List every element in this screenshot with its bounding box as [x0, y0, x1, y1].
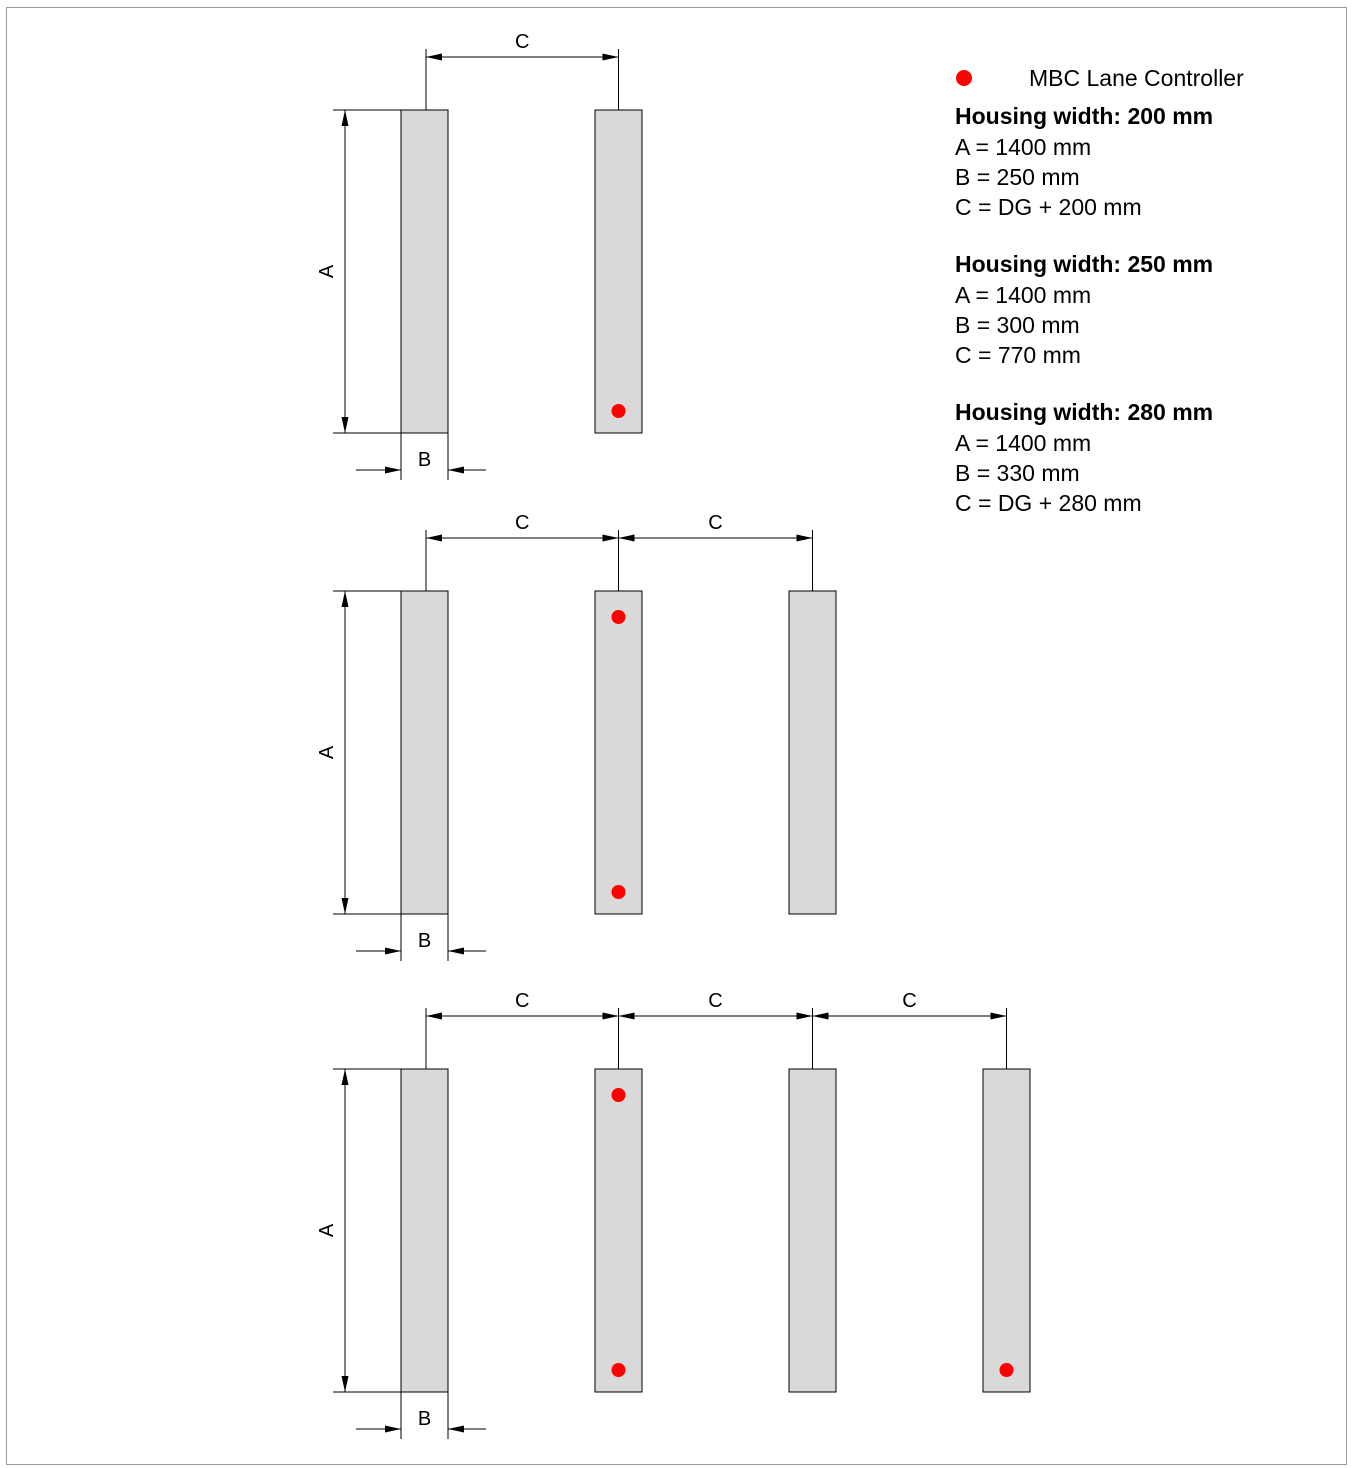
arrow-icon: [448, 466, 464, 474]
dimension-label-c: C: [708, 990, 722, 1012]
spec-block-200: Housing width: 200 mm A = 1400 mm B = 25…: [955, 100, 1335, 222]
dimension-label-a: A: [316, 264, 338, 278]
arrow-icon: [990, 1012, 1007, 1020]
housing: [400, 109, 449, 434]
housing: [594, 1068, 643, 1393]
arrow-icon: [448, 1425, 464, 1433]
arrow-icon: [602, 53, 619, 61]
lane-controller-dot: [611, 1088, 626, 1102]
spec-line-a: A = 1400 mm: [955, 430, 1092, 456]
spec-block-280: Housing width: 280 mm A = 1400 mm B = 33…: [955, 396, 1335, 518]
arrow-icon: [426, 1012, 442, 1020]
housing: [400, 590, 449, 915]
spec-line-b: B = 300 mm: [955, 312, 1080, 338]
housing: [788, 1068, 837, 1393]
spec-line-a: A = 1400 mm: [955, 134, 1092, 160]
spec-line-c: C = DG + 200 mm: [955, 194, 1142, 220]
spec-title: Housing width: 250 mm: [955, 251, 1214, 277]
housing: [594, 109, 643, 434]
arrow-icon: [448, 947, 464, 955]
arrow-icon: [796, 534, 813, 542]
arrow-icon: [602, 534, 619, 542]
housing: [788, 590, 837, 915]
spec-title: Housing width: 280 mm: [955, 399, 1214, 425]
arrow-icon: [385, 466, 401, 474]
lane-controller-dot: [611, 404, 626, 418]
arrow-icon: [341, 1376, 349, 1392]
arrow-icon: [796, 1012, 813, 1020]
diagram-frame: [6, 7, 1347, 1465]
housing: [594, 590, 643, 915]
arrow-icon: [426, 534, 442, 542]
lane-controller-dot: [611, 885, 626, 899]
dimension-label-a: A: [316, 1223, 338, 1237]
housing: [400, 1068, 449, 1393]
arrow-icon: [602, 1012, 619, 1020]
lane-controller-dot: [999, 1363, 1014, 1377]
spec-block-250: Housing width: 250 mm A = 1400 mm B = 30…: [955, 248, 1335, 370]
dimension-label-b: B: [418, 1408, 431, 1430]
arrow-icon: [341, 898, 349, 914]
spec-line-c: C = 770 mm: [955, 342, 1081, 368]
legend-entry: MBC Lane Controller: [955, 60, 1335, 100]
arrow-icon: [385, 947, 401, 955]
legend-label: MBC Lane Controller: [1029, 65, 1244, 91]
legend: MBC Lane Controller Housing width: 200 m…: [955, 60, 1335, 544]
spec-line-a: A = 1400 mm: [955, 282, 1092, 308]
housing: [982, 1068, 1031, 1393]
dimension-label-a: A: [316, 745, 338, 759]
red-dot-icon: [956, 70, 972, 86]
dimension-label-c: C: [902, 990, 916, 1012]
spec-title: Housing width: 200 mm: [955, 103, 1214, 129]
arrow-icon: [341, 417, 349, 433]
dimension-label-c: C: [708, 512, 722, 534]
arrow-icon: [341, 110, 349, 126]
spec-line-b: B = 250 mm: [955, 164, 1080, 190]
lane-controller-dot: [611, 610, 626, 624]
arrow-icon: [618, 1012, 635, 1020]
arrow-icon: [618, 534, 635, 542]
dimension-label-c: C: [515, 512, 529, 534]
spec-line-b: B = 330 mm: [955, 460, 1080, 486]
lane-controller-dot: [611, 1363, 626, 1377]
dimension-label-c: C: [515, 31, 529, 53]
arrow-icon: [341, 591, 349, 607]
dimension-label-c: C: [515, 990, 529, 1012]
arrow-icon: [385, 1425, 401, 1433]
spec-line-c: C = DG + 280 mm: [955, 490, 1142, 516]
arrow-icon: [812, 1012, 829, 1020]
arrow-icon: [426, 53, 442, 61]
dimension-label-b: B: [418, 930, 431, 952]
arrow-icon: [341, 1069, 349, 1085]
dimension-label-b: B: [418, 449, 431, 471]
